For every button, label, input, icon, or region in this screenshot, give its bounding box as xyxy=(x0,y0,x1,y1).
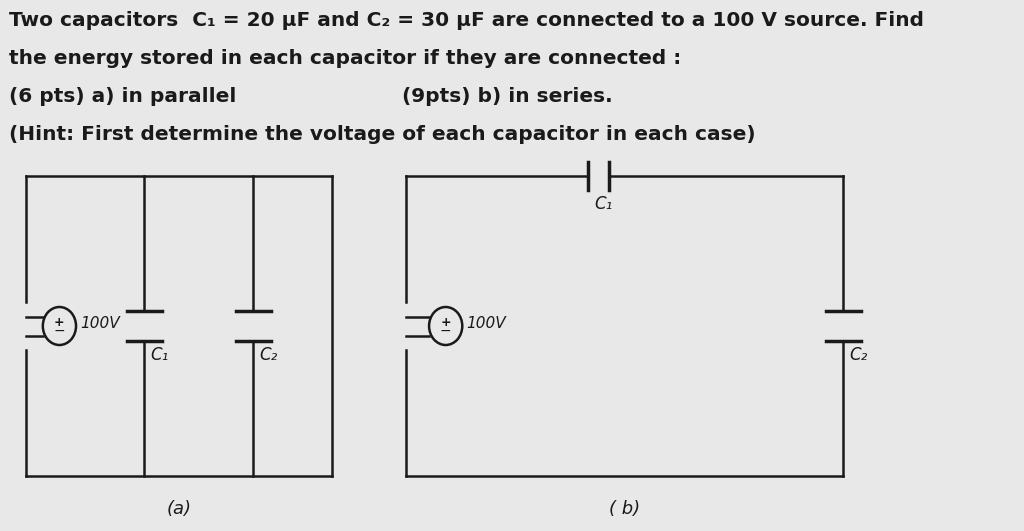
Text: (a): (a) xyxy=(167,500,191,518)
Text: Two capacitors  C₁ = 20 μF and C₂ = 30 μF are connected to a 100 V source. Find: Two capacitors C₁ = 20 μF and C₂ = 30 μF… xyxy=(9,11,924,30)
Text: −: − xyxy=(440,324,452,338)
Text: C₁: C₁ xyxy=(151,346,169,364)
Text: C₁: C₁ xyxy=(594,195,612,213)
Text: (6 pts) a) in parallel: (6 pts) a) in parallel xyxy=(9,87,237,106)
Text: 100V: 100V xyxy=(81,315,120,330)
Text: −: − xyxy=(53,324,66,338)
Text: ( b): ( b) xyxy=(609,500,640,518)
Text: C₂: C₂ xyxy=(850,346,867,364)
Text: (9pts) b) in series.: (9pts) b) in series. xyxy=(402,87,612,106)
Text: 100V: 100V xyxy=(467,315,506,330)
Text: (Hint: First determine the voltage of each capacitor in each case): (Hint: First determine the voltage of ea… xyxy=(9,125,756,144)
Text: the energy stored in each capacitor if they are connected :: the energy stored in each capacitor if t… xyxy=(9,49,681,68)
Text: C₂: C₂ xyxy=(259,346,278,364)
Text: +: + xyxy=(54,315,65,329)
Text: +: + xyxy=(440,315,451,329)
